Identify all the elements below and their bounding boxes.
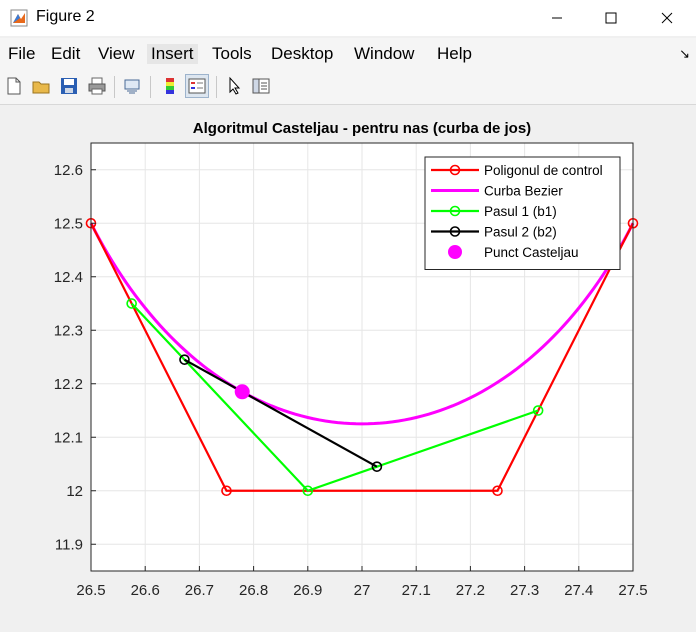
menu-view[interactable]: View [98, 44, 135, 63]
toolbar-separator [150, 76, 151, 98]
legend-label: Poligonul de control [484, 163, 603, 178]
new-figure-icon [7, 77, 21, 95]
menu-file[interactable]: File [8, 44, 36, 63]
y-tick-label: 12.5 [54, 215, 83, 232]
legend-label: Pasul 1 (b1) [484, 204, 557, 219]
y-tick-label: 12.4 [54, 269, 83, 286]
toolbar-separator [216, 76, 217, 98]
window-title: Figure 2 [36, 8, 95, 25]
y-tick-label: 12.2 [54, 376, 83, 393]
series-line-curba-bezier [89, 222, 635, 426]
x-tick-label: 27 [354, 582, 371, 599]
y-tick-label: 12.3 [54, 322, 83, 339]
close-icon [661, 12, 673, 24]
save-button[interactable] [57, 74, 81, 98]
marker-pasul-1-b1 [302, 485, 314, 497]
y-tick-label: 12.1 [54, 429, 83, 446]
marker-poligonul-de-control [221, 485, 232, 497]
minimize-button[interactable] [532, 0, 582, 36]
property-inspector-button[interactable] [249, 74, 273, 98]
series-line-pasul-2-b2 [183, 358, 378, 468]
x-tick-label: 27.1 [402, 582, 431, 599]
legend-label: Pasul 2 (b2) [484, 225, 557, 240]
legend-icon [188, 78, 206, 94]
open-file-icon [32, 81, 50, 94]
chart-title: Algoritmul Casteljau - pentru nas (curba… [193, 120, 531, 137]
menu-window[interactable]: Window [354, 44, 415, 63]
legend[interactable]: Poligonul de control Curba Bezier Pasul 1 … [424, 156, 621, 270]
chart: 26.5 26.6 26.7 26.8 26.9 27 27.1 27.2 27.3 27.4 27… [54, 120, 648, 599]
figure-canvas: 26.5 26.6 26.7 26.8 26.9 27 27.1 27.2 27.3 27.4 27… [0, 105, 696, 627]
x-tick-label: 27.2 [456, 582, 485, 599]
x-tick-label: 26.8 [239, 582, 268, 599]
point-punct-casteljau [234, 384, 250, 400]
legend-label: Curba Bezier [484, 184, 563, 199]
marker-pasul-1-b1 [126, 298, 137, 309]
save-icon [61, 78, 77, 94]
print-button[interactable] [85, 74, 109, 98]
title-bar: Figure 2 [0, 0, 696, 36]
x-tick-label: 26.5 [76, 582, 105, 599]
menu-edit[interactable]: Edit [51, 44, 81, 63]
dock-arrow-icon[interactable]: ↘ [679, 46, 690, 61]
minimize-icon [552, 17, 562, 19]
new-figure-button[interactable] [2, 74, 26, 98]
series-line-pasul-1-b1 [130, 302, 539, 493]
matlab-icon [10, 9, 28, 27]
link-plot-button[interactable] [120, 74, 144, 98]
legend-label: Punct Casteljau [484, 245, 579, 260]
marker-pasul-1-b1 [532, 405, 544, 416]
menu-help[interactable]: Help [437, 44, 472, 63]
link-icon [124, 79, 140, 94]
maximize-button[interactable] [586, 0, 636, 36]
print-icon [88, 77, 106, 95]
x-tick-label: 27.3 [510, 582, 539, 599]
legend-swatch [448, 245, 462, 259]
x-tick-label: 26.7 [185, 582, 214, 599]
x-tick-label: 26.9 [293, 582, 322, 599]
y-tick-label: 12 [66, 483, 83, 500]
marker-pasul-2-b2 [179, 354, 190, 365]
menu-tools[interactable]: Tools [212, 44, 252, 63]
marker-pasul-2-b2 [371, 461, 383, 472]
edit-plot-button[interactable] [222, 74, 246, 98]
maximize-icon [605, 12, 617, 24]
legend-marker [449, 226, 461, 237]
toolbar-separator [114, 76, 115, 98]
legend-button[interactable] [185, 74, 209, 98]
marker-poligonul-de-control [492, 485, 503, 497]
property-inspector-icon [252, 78, 270, 94]
menu-desktop[interactable]: Desktop [271, 44, 334, 63]
colorbar-button[interactable] [158, 74, 182, 98]
y-tick-label: 11.9 [55, 536, 83, 553]
close-button[interactable] [642, 0, 692, 36]
x-tick-label: 27.5 [618, 582, 647, 599]
legend-marker [449, 205, 461, 217]
open-file-button[interactable] [29, 74, 53, 98]
legend-marker [449, 164, 461, 176]
x-tick-label: 26.6 [131, 582, 160, 599]
pointer-icon [229, 76, 241, 95]
menu-insert[interactable]: Insert [147, 44, 198, 64]
y-tick-label: 12.6 [54, 162, 83, 179]
toolbar [0, 70, 696, 105]
colorbar-icon [166, 78, 174, 94]
series-line-poligonul-de-control [90, 222, 634, 492]
x-tick-label: 27.4 [564, 582, 593, 599]
menu-bar: File Edit View Insert Tools Desktop Wind… [0, 38, 696, 70]
